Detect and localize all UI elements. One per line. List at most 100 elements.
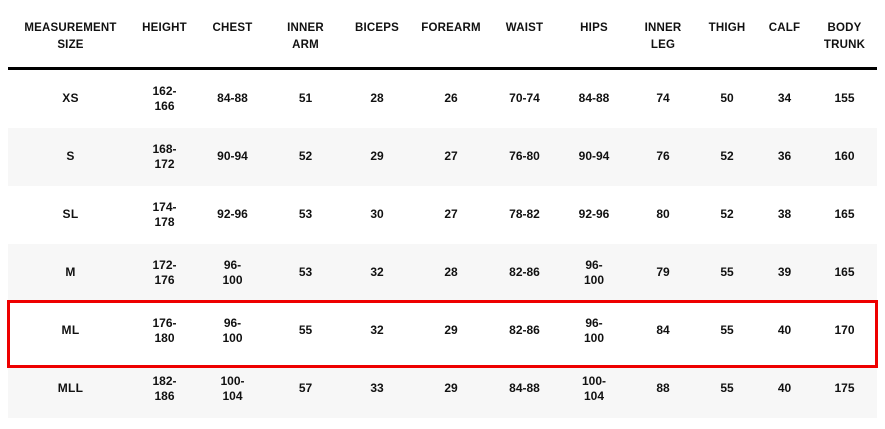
cell-chest: 100- 104 [220, 373, 245, 403]
column-header-inner-leg: INNER LEG [629, 4, 697, 68]
cell-forearm: 28 [444, 265, 458, 279]
header-line-1: CHEST [212, 22, 253, 34]
cell-thigh: 52 [720, 149, 734, 163]
cell-forearm: 26 [444, 91, 458, 105]
cell-waist: 76-80 [509, 149, 540, 163]
header-line-1: INNER [287, 22, 324, 34]
cell-size-label: S [66, 149, 75, 163]
table-row[interactable]: SL 174- 178 92-96 53 30 27 78-82 92-96 80 52 38 165 [8, 186, 877, 244]
cell-body-trunk: 155 [834, 91, 855, 105]
cell-hips: 84-88 [578, 91, 610, 105]
cell-biceps: 28 [370, 91, 384, 105]
table-row[interactable]: XS 162- 166 84-88 51 28 26 70-74 84-88 74 50 34 155 [8, 68, 877, 128]
column-header-measurement-size: MEASUREMENT SIZE [8, 4, 133, 68]
column-header-chest: CHEST [196, 4, 269, 68]
cell-chest: 96- 100 [222, 315, 243, 345]
cell-hips: 96- 100 [583, 257, 605, 287]
cell-forearm: 27 [444, 207, 458, 221]
cell-waist: 82-86 [509, 323, 540, 337]
table-row[interactable]: S 168- 172 90-94 52 29 27 76-80 90-94 76 52 36 160 [8, 127, 877, 186]
cell-inner-leg: 76 [656, 149, 670, 163]
column-header-biceps: BICEPS [342, 4, 412, 68]
cell-thigh: 55 [720, 381, 734, 395]
cell-height: 172- 176 [152, 257, 177, 287]
cell-inner-leg: 74 [656, 91, 670, 105]
table-row[interactable]: ML 176- 180 96- 100 55 32 29 82-86 96- 100 84 55 40 17… [8, 302, 877, 360]
cell-chest: 90-94 [217, 149, 248, 163]
cell-inner-arm: 53 [298, 207, 313, 221]
header-line-1: HIPS [580, 22, 608, 34]
header-line-1: BODY [827, 22, 862, 34]
header-line-2: LEG [650, 39, 676, 52]
cell-height: 176- 180 [152, 315, 177, 345]
cell-inner-arm: 52 [298, 149, 313, 163]
header-line-1: FOREARM [421, 22, 481, 34]
cell-body-trunk: 165 [834, 207, 855, 221]
cell-waist: 82-86 [509, 265, 540, 279]
cell-calf: 34 [777, 91, 792, 105]
cell-thigh: 55 [720, 323, 734, 337]
cell-size-label: MLL [57, 381, 84, 395]
cell-inner-arm: 51 [298, 91, 313, 105]
cell-body-trunk: 165 [834, 265, 855, 279]
cell-biceps: 29 [370, 149, 384, 163]
cell-hips: 100- 104 [581, 373, 607, 403]
header-line-1: CALF [768, 22, 801, 34]
cell-size-label: XS [62, 91, 79, 105]
table-row[interactable]: M 172- 176 96- 100 53 32 28 82-86 96- 100 79 55 39 165 [8, 243, 877, 302]
cell-inner-leg: 88 [656, 381, 670, 395]
header-line-2: TRUNK [823, 39, 866, 52]
cell-inner-leg: 80 [656, 207, 670, 221]
cell-size-label: SL [62, 207, 79, 221]
cell-height: 162- 166 [152, 83, 177, 113]
size-chart-table: MEASUREMENT SIZE HEIGHT CHEST INNER ARM … [8, 4, 877, 418]
column-header-hips: HIPS [559, 4, 629, 68]
cell-height: 174- 178 [152, 199, 177, 229]
cell-thigh: 52 [720, 207, 734, 221]
cell-chest: 84-88 [217, 91, 248, 105]
cell-inner-arm: 55 [298, 323, 313, 337]
table-row[interactable]: MLL 182- 186 100- 104 57 33 29 84-88 100- 104 88 55 4… [8, 359, 877, 418]
header-line-1: INNER [644, 22, 682, 34]
column-header-body-trunk: BODY TRUNK [812, 4, 877, 68]
cell-waist: 78-82 [509, 207, 540, 221]
header-line-1: WAIST [505, 22, 544, 34]
cell-biceps: 32 [370, 265, 384, 279]
column-header-waist: WAIST [490, 4, 559, 68]
cell-calf: 36 [777, 149, 792, 163]
cell-waist: 84-88 [509, 381, 540, 395]
cell-inner-leg: 84 [656, 323, 670, 337]
column-header-height: HEIGHT [133, 4, 196, 68]
header-line-1: THIGH [708, 22, 746, 34]
cell-body-trunk: 160 [834, 149, 855, 163]
cell-calf: 40 [777, 381, 792, 395]
cell-calf: 38 [777, 207, 792, 221]
header-line-2: ARM [292, 39, 319, 52]
cell-forearm: 29 [444, 323, 458, 337]
cell-height: 182- 186 [152, 373, 177, 403]
table-body: XS 162- 166 84-88 51 28 26 70-74 84-88 74 50 34 155 S… [8, 68, 877, 418]
cell-waist: 70-74 [509, 91, 540, 105]
cell-calf: 39 [777, 265, 792, 279]
cell-calf: 40 [777, 323, 792, 337]
cell-body-trunk: 170 [834, 323, 855, 337]
cell-hips: 90-94 [578, 149, 610, 163]
cell-forearm: 27 [444, 149, 458, 163]
column-header-inner-arm: INNER ARM [269, 4, 342, 68]
cell-chest: 96- 100 [222, 257, 243, 287]
cell-chest: 92-96 [217, 207, 248, 221]
header-row: MEASUREMENT SIZE HEIGHT CHEST INNER ARM … [8, 4, 877, 68]
cell-hips: 92-96 [578, 207, 610, 221]
cell-size-label: M [65, 265, 76, 279]
cell-biceps: 30 [370, 207, 384, 221]
header-line-1: MEASUREMENT [24, 22, 117, 34]
cell-biceps: 32 [370, 323, 384, 337]
column-header-forearm: FOREARM [412, 4, 490, 68]
cell-biceps: 33 [370, 381, 384, 395]
table-header: MEASUREMENT SIZE HEIGHT CHEST INNER ARM … [8, 4, 877, 68]
cell-inner-arm: 57 [298, 381, 313, 395]
column-header-calf: CALF [757, 4, 812, 68]
cell-thigh: 55 [720, 265, 734, 279]
cell-inner-arm: 53 [298, 265, 313, 279]
header-line-1: BICEPS [354, 22, 400, 34]
